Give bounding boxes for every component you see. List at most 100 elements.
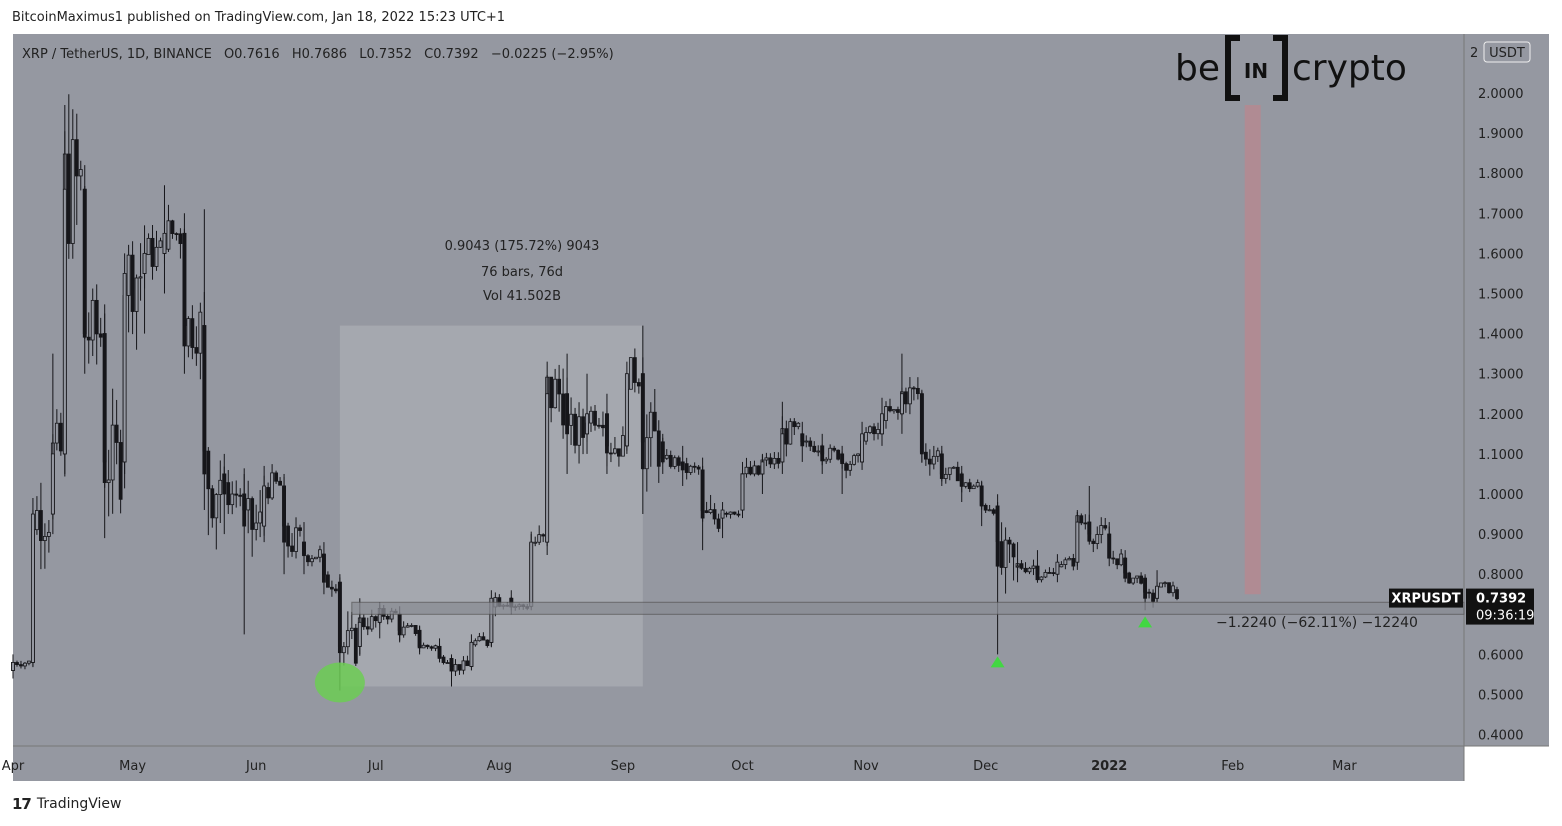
candle-body — [278, 480, 282, 486]
price-axis: 0.40000.50000.60000.70000.80000.90001.00… — [1470, 46, 1524, 744]
time-tick-label: 2022 — [1091, 759, 1127, 774]
candle-body — [927, 458, 932, 465]
candle-body — [880, 413, 884, 435]
candle-body — [732, 511, 737, 515]
candle-body — [987, 509, 992, 512]
candle-body — [1091, 540, 1096, 544]
candle-body — [234, 493, 239, 496]
candle-body — [1047, 572, 1052, 574]
candle-body — [1163, 582, 1167, 585]
price-tick-label: 1.9000 — [1478, 127, 1524, 142]
candle-body — [477, 636, 482, 642]
candle-body — [1015, 565, 1020, 568]
tradingview-footer[interactable]: 17 TradingView — [12, 795, 121, 813]
candle-body — [1051, 572, 1056, 574]
candle-body — [469, 641, 474, 667]
candle-body — [967, 482, 972, 490]
candle-body — [134, 277, 139, 312]
candle-body — [433, 645, 438, 649]
candle-body — [246, 498, 251, 511]
candle-body — [421, 644, 426, 649]
candle-body — [684, 463, 689, 473]
candle-body — [1083, 522, 1088, 525]
candle-body — [593, 410, 597, 426]
candle-body — [935, 450, 940, 457]
candle-body — [943, 473, 948, 479]
candle-body — [656, 430, 661, 467]
candle-body — [541, 534, 546, 537]
candle-body — [824, 458, 829, 462]
candle-body — [1031, 565, 1036, 569]
candle-body — [975, 482, 980, 487]
candle-body — [166, 220, 171, 250]
logo-crypto: crypto — [1292, 48, 1407, 89]
candle-body — [1087, 521, 1092, 535]
candle-body — [605, 413, 609, 447]
candle-body — [716, 518, 721, 529]
candle-body — [804, 440, 809, 443]
candle-body — [688, 465, 693, 473]
candle-body — [585, 413, 589, 435]
candle-body — [182, 232, 187, 326]
candle-body — [306, 555, 310, 563]
candle-body — [365, 626, 370, 630]
time-tick-label: Nov — [853, 759, 879, 774]
candle-body — [194, 347, 199, 354]
candle-body — [1039, 576, 1044, 581]
candle-body — [333, 588, 338, 592]
candle-body — [262, 485, 267, 527]
candle-body — [481, 636, 486, 641]
candle-body — [337, 581, 342, 647]
candle-body — [473, 640, 478, 646]
candle-body — [947, 467, 952, 475]
candle-body — [1107, 533, 1112, 559]
candle-body — [1167, 582, 1171, 594]
candle-body — [210, 488, 215, 519]
price-tick-label: 2.0000 — [1478, 87, 1524, 102]
up-arrow-marker — [990, 656, 1005, 668]
candle-body — [1067, 558, 1072, 561]
candle-body — [672, 457, 677, 467]
candle-body — [429, 646, 434, 649]
price-tick-label: 0.5000 — [1478, 689, 1524, 704]
candle-body — [931, 455, 936, 465]
candle-body — [900, 393, 904, 415]
candle-body — [553, 378, 558, 409]
candle-body — [959, 473, 964, 487]
candle-body — [409, 625, 414, 627]
time-tick-label: Mar — [1332, 759, 1357, 774]
candle-body — [971, 485, 976, 490]
candle-body — [1055, 561, 1060, 575]
candle-body — [310, 558, 314, 563]
candle-body — [999, 541, 1004, 568]
candle-body — [892, 409, 896, 412]
candle-body — [644, 437, 649, 470]
candle-body — [704, 510, 709, 513]
candle-body — [529, 541, 534, 607]
candle-body — [218, 479, 223, 495]
candle-body — [939, 453, 944, 475]
price-tick-label: 1.2000 — [1478, 408, 1524, 423]
candle-body — [557, 378, 562, 395]
candle-body — [206, 450, 211, 490]
candle-body — [808, 440, 813, 447]
candle-body — [680, 461, 685, 471]
candle-body — [888, 406, 892, 412]
symbol-badge — [1389, 588, 1463, 608]
candle-body — [258, 511, 263, 524]
candle-body — [840, 453, 845, 463]
support-zone — [351, 601, 1465, 615]
tradingview-icon: 17 — [12, 795, 32, 813]
currency-badge[interactable] — [1483, 41, 1531, 63]
price-tick-label: 0.4000 — [1478, 729, 1524, 744]
candle-body — [724, 512, 729, 515]
measure-up-line1: 0.9043 (175.72%) 9043 — [445, 239, 600, 254]
candle-body — [800, 433, 805, 447]
candle-body — [1159, 582, 1163, 588]
time-tick-label: Feb — [1221, 759, 1244, 774]
candle-body — [1123, 557, 1128, 579]
candle-body — [1095, 534, 1100, 544]
candle-body — [951, 466, 956, 469]
candle-body — [154, 246, 159, 267]
